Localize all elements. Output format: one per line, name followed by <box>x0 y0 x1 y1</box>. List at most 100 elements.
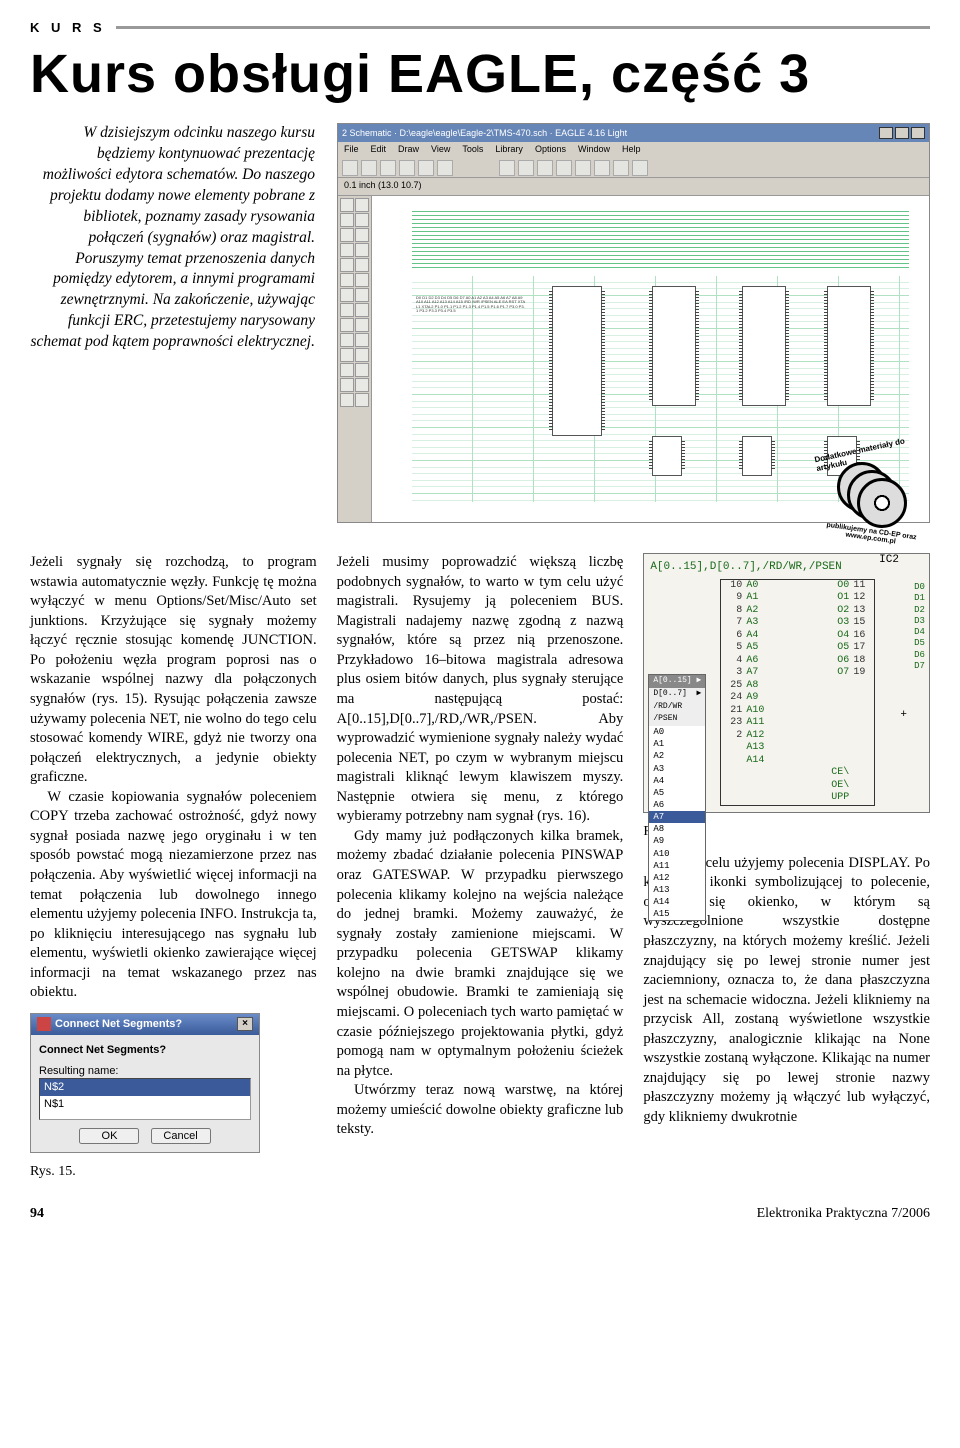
tool-button[interactable] <box>355 363 369 377</box>
tool-button[interactable] <box>355 243 369 257</box>
toolbar-button[interactable] <box>499 160 515 176</box>
toolbar-button[interactable] <box>632 160 648 176</box>
eagle-screenshot: 2 Schematic · D:\eagle\eagle\Eagle-2\TMS… <box>337 123 930 523</box>
toolbar-button[interactable] <box>342 160 358 176</box>
side-toolbox <box>338 196 372 522</box>
tool-button[interactable] <box>355 288 369 302</box>
toolbar-button[interactable] <box>437 160 453 176</box>
figure-16: A[0..15],D[0..7],/RD/WR,/PSEN IC2 D0D1D2… <box>643 553 930 813</box>
menu-item[interactable]: A1 <box>649 738 705 750</box>
tool-button[interactable] <box>355 393 369 407</box>
tool-button[interactable] <box>340 363 354 377</box>
pin-row: CE\ <box>721 767 874 780</box>
menu-item[interactable]: A7 <box>649 811 705 823</box>
menu-item[interactable]: A14 <box>649 896 705 908</box>
tool-button[interactable] <box>355 198 369 212</box>
pin-row: A14 <box>721 755 874 768</box>
tool-button[interactable] <box>355 333 369 347</box>
menu-header[interactable]: A[0..15]▶ <box>649 675 705 688</box>
tool-button[interactable] <box>340 243 354 257</box>
toolbar-button[interactable] <box>399 160 415 176</box>
ext-pin-label: D4 <box>914 627 925 638</box>
close-icon[interactable]: × <box>237 1017 253 1031</box>
tool-button[interactable] <box>355 258 369 272</box>
result-listbox[interactable]: N$2 N$1 <box>39 1078 251 1120</box>
ic-chip <box>742 436 772 476</box>
menu-item[interactable]: A9 <box>649 835 705 847</box>
menu-item[interactable]: A13 <box>649 884 705 896</box>
tool-button[interactable] <box>340 333 354 347</box>
minimize-icon[interactable] <box>879 127 893 139</box>
toolbar-button[interactable] <box>575 160 591 176</box>
tool-button[interactable] <box>355 318 369 332</box>
pin-row: A13 <box>721 742 874 755</box>
ok-button[interactable]: OK <box>79 1128 139 1144</box>
menu-header[interactable]: D[0..7] ▶ <box>649 688 705 701</box>
tool-button[interactable] <box>340 393 354 407</box>
maximize-icon[interactable] <box>895 127 909 139</box>
dialog-titlebar: Connect Net Segments? × <box>31 1014 259 1035</box>
tool-button[interactable] <box>355 213 369 227</box>
menu-item[interactable]: A12 <box>649 872 705 884</box>
menu-item[interactable]: /RD/WR <box>649 701 705 714</box>
menu-item[interactable]: A10 <box>649 848 705 860</box>
menu-item[interactable]: /PSEN <box>649 713 705 726</box>
toolbar-button[interactable] <box>556 160 572 176</box>
menu-item[interactable]: A3 <box>649 763 705 775</box>
tool-button[interactable] <box>340 288 354 302</box>
dialog-body: Connect Net Segments? Resulting name: N$… <box>31 1035 259 1153</box>
menubar: File Edit Draw View Tools Library Option… <box>338 142 929 158</box>
menu-item[interactable]: A15 <box>649 908 705 920</box>
tool-button[interactable] <box>355 273 369 287</box>
menu-item[interactable]: A5 <box>649 787 705 799</box>
tool-button[interactable] <box>340 303 354 317</box>
pin-row: 25A8 <box>721 680 874 693</box>
close-icon[interactable] <box>911 127 925 139</box>
menu-item[interactable]: A8 <box>649 823 705 835</box>
tool-button[interactable] <box>340 318 354 332</box>
menu-options[interactable]: Options <box>535 144 566 156</box>
tool-button[interactable] <box>340 348 354 362</box>
menu-tools[interactable]: Tools <box>462 144 483 156</box>
toolbar-button[interactable] <box>418 160 434 176</box>
cancel-button[interactable]: Cancel <box>151 1128 211 1144</box>
body-paragraph: Jeżeli sygnały się rozchodzą, to program… <box>30 553 317 788</box>
tool-button[interactable] <box>340 273 354 287</box>
kicker-rule <box>116 26 930 29</box>
menu-draw[interactable]: Draw <box>398 144 419 156</box>
tool-button[interactable] <box>340 378 354 392</box>
menu-window[interactable]: Window <box>578 144 610 156</box>
pin-row: 24A9 <box>721 692 874 705</box>
tool-button[interactable] <box>355 348 369 362</box>
menu-help[interactable]: Help <box>622 144 641 156</box>
tool-button[interactable] <box>355 378 369 392</box>
tool-button[interactable] <box>355 303 369 317</box>
tool-button[interactable] <box>340 213 354 227</box>
menu-edit[interactable]: Edit <box>371 144 387 156</box>
tool-button[interactable] <box>340 228 354 242</box>
list-item[interactable]: N$1 <box>40 1096 250 1113</box>
toolbar-button[interactable] <box>537 160 553 176</box>
menu-file[interactable]: File <box>344 144 359 156</box>
tool-button[interactable] <box>355 228 369 242</box>
toolbar-button[interactable] <box>594 160 610 176</box>
toolbar-button[interactable] <box>613 160 629 176</box>
list-item[interactable]: N$2 <box>40 1079 250 1096</box>
toolbar-button[interactable] <box>361 160 377 176</box>
ic-chip <box>827 286 871 406</box>
menu-library[interactable]: Library <box>495 144 523 156</box>
menu-item[interactable]: A6 <box>649 799 705 811</box>
menu-item[interactable]: A4 <box>649 775 705 787</box>
menu-item[interactable]: A11 <box>649 860 705 872</box>
lead-paragraph: W dzisiejszym odcinku naszego kursu będz… <box>30 123 315 353</box>
toolbar-button[interactable] <box>518 160 534 176</box>
menu-item[interactable]: A0 <box>649 726 705 738</box>
bus-signal-menu[interactable]: A[0..15]▶D[0..7] ▶/RD/WR/PSENA0A1A2A3A4A… <box>648 674 706 921</box>
menu-view[interactable]: View <box>431 144 450 156</box>
pin-row: UPP <box>721 792 874 805</box>
toolbar-button[interactable] <box>380 160 396 176</box>
pin-row: 7A3O315 <box>721 617 874 630</box>
tool-button[interactable] <box>340 198 354 212</box>
tool-button[interactable] <box>340 258 354 272</box>
menu-item[interactable]: A2 <box>649 750 705 762</box>
